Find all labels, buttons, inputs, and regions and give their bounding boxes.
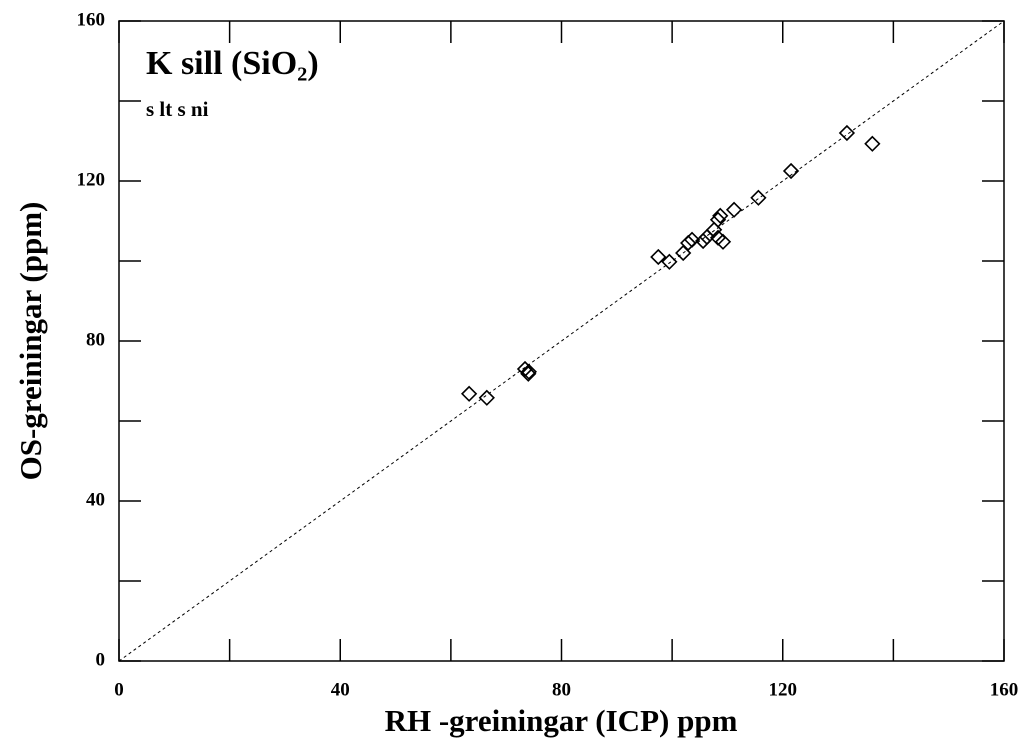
y-tick-label: 120 — [77, 169, 106, 190]
chart-title: K sill (SiO₂) — [146, 45, 319, 82]
y-axis-label: OS-greiningar (ppm) — [13, 202, 48, 481]
point — [706, 221, 723, 238]
y-tick-label: 80 — [86, 329, 105, 350]
point — [864, 135, 881, 152]
x-tick-label: 40 — [331, 679, 350, 700]
point — [650, 248, 667, 266]
x-axis-label: RH -greiningar (ICP) ppm — [385, 703, 738, 738]
point — [838, 124, 856, 142]
x-tick-label: 160 — [990, 679, 1019, 700]
point — [782, 162, 800, 180]
point — [661, 253, 678, 270]
point — [680, 234, 697, 252]
x-tick-label: 0 — [114, 679, 124, 700]
y-tick-label: 40 — [86, 489, 105, 510]
point — [520, 363, 537, 380]
x-tick-label: 80 — [552, 679, 571, 700]
point — [478, 389, 495, 406]
point — [709, 211, 727, 228]
point — [712, 207, 729, 224]
point — [750, 189, 767, 206]
identity-line — [118, 20, 1005, 662]
y-tick-label: 0 — [96, 649, 106, 670]
point — [694, 232, 712, 250]
x-tick-label: 120 — [769, 679, 798, 700]
point — [725, 201, 743, 218]
point — [460, 385, 478, 402]
point — [714, 233, 732, 250]
point — [520, 365, 537, 382]
point — [683, 231, 701, 248]
y-tick-label: 160 — [77, 9, 106, 30]
chart-subtitle: s lt s ni — [146, 97, 209, 121]
